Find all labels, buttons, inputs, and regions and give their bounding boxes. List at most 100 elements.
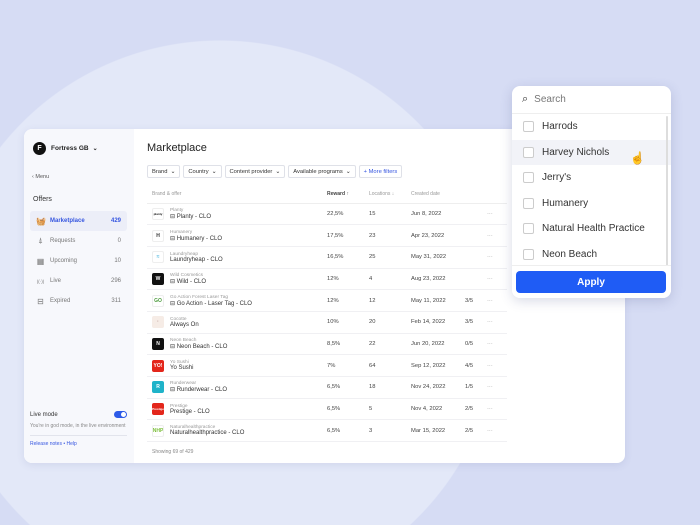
search-input[interactable]: ⌕ Search [512, 86, 671, 114]
live-mode-description: You're in god mode, in the live environm… [30, 423, 126, 429]
checkbox[interactable] [523, 146, 534, 158]
reward: 17,5% [327, 224, 369, 247]
reward: 8,5% [327, 333, 369, 356]
ratio: 1/5 [459, 376, 487, 399]
table-row[interactable]: · Cocotte Always On 10% 20 Feb 14, 2022 3/… [147, 311, 507, 334]
offer-name: Yo Sushi [170, 365, 194, 372]
checkbox[interactable] [523, 121, 534, 133]
search-placeholder: Search [534, 94, 566, 105]
sidebar-item-count: 0 [117, 238, 121, 244]
row-menu-button[interactable]: ··· [487, 354, 507, 377]
apply-button[interactable]: Apply [516, 271, 666, 293]
sidebar-item-marketplace[interactable]: 🧺 Marketplace 429 [30, 211, 127, 231]
back-to-menu[interactable]: ‹ Menu [32, 174, 49, 180]
col-locations[interactable]: Locations ↓ [369, 186, 411, 204]
checkbox[interactable] [523, 223, 534, 235]
live-mode-toggle[interactable] [114, 411, 127, 418]
col-created[interactable]: Created date [411, 186, 459, 204]
ratio [459, 224, 487, 247]
live-mode-panel: Live mode You're in god mode, in the liv… [30, 411, 127, 447]
sidebar-item-expired[interactable]: ⊟ Expired 311 [30, 291, 127, 311]
chevron-down-icon: ⌄ [170, 168, 176, 175]
more-filters-button[interactable]: + More filters [358, 165, 403, 178]
col-reward[interactable]: Reward ↑ [327, 186, 369, 204]
filter-brand[interactable]: Brand ⌄ [147, 165, 181, 178]
brand-name: Planty [170, 207, 184, 213]
brand-logo: R [152, 381, 164, 394]
table-row[interactable]: H Humanery ⊟ Humanery - CLO 17,5% 23 Apr 2… [147, 224, 507, 247]
ratio [459, 246, 487, 269]
ratio: 2/5 [459, 419, 487, 443]
brand-option[interactable]: Natural Health Practice [512, 216, 671, 242]
table-row[interactable]: W Wild Cosmetics ⊟ Wild - CLO 12% 4 Aug 23… [147, 268, 507, 291]
brand-logo: · [152, 316, 164, 329]
org-switcher[interactable]: F Fortress GB ⌄ [33, 142, 98, 155]
sidebar-item-live[interactable]: ((·)) Live 296 [30, 271, 127, 291]
brand-name: Prestige [170, 403, 188, 409]
table-row[interactable]: ≈ Laundryheap Laundryheap - CLO 16,5% 25 M… [147, 246, 507, 269]
sidebar-item-label: Requests [50, 238, 76, 244]
live-mode-label: Live mode [30, 411, 58, 418]
chevron-down-icon: ⌄ [275, 168, 281, 175]
row-menu-button[interactable]: ··· [487, 398, 507, 421]
scrollbar[interactable] [666, 116, 668, 266]
row-menu-button[interactable]: ··· [487, 419, 507, 443]
created-date: Nov 4, 2022 [411, 398, 459, 421]
brand-option[interactable]: Neon Beach [512, 242, 671, 268]
locations: 15 [369, 203, 411, 226]
brand-option[interactable]: Humanery [512, 191, 671, 217]
table-row[interactable]: Prestige Prestige Prestige - CLO 6,5% 5 No… [147, 398, 507, 421]
reward: 6,5% [327, 419, 369, 443]
row-menu-button[interactable]: ··· [487, 289, 507, 312]
sidebar-item-upcoming[interactable]: ▦ Upcoming 10 [30, 251, 127, 271]
help-link[interactable]: Help [66, 440, 77, 447]
filter-content-provider[interactable]: Content provider ⌄ [224, 165, 286, 178]
offer-name: Laundryheap - CLO [170, 256, 223, 263]
table-row[interactable]: R Runderwear ⊟ Runderwear - CLO 6,5% 18 No… [147, 376, 507, 399]
brand-option[interactable]: Harvey Nichols [512, 139, 671, 165]
reward: 7% [327, 354, 369, 377]
ratio [459, 203, 487, 226]
brand-name: Naturalhealthpractice [170, 425, 216, 431]
created-date: Mar 15, 2022 [411, 419, 459, 443]
sidebar-item-label: Expired [50, 298, 71, 304]
row-menu-button[interactable]: ··· [487, 376, 507, 399]
filter-country[interactable]: Country ⌄ [183, 165, 222, 178]
created-date: Aug 23, 2022 [411, 268, 459, 291]
table-row[interactable]: planty Planty ⊟ Planty - CLO 22,5% 15 Jun … [147, 203, 507, 226]
row-menu-button[interactable]: ··· [487, 333, 507, 356]
table-row[interactable]: YO! Yo Sushi Yo Sushi 7% 64 Sep 12, 2022 4… [147, 354, 507, 377]
divider [30, 434, 127, 436]
checkbox[interactable] [523, 172, 534, 184]
checkbox[interactable] [523, 197, 534, 209]
sidebar-item-label: Live [50, 278, 62, 284]
sidebar: F Fortress GB ⌄ ‹ Menu Offers 🧺 Marketpla… [24, 129, 134, 463]
row-menu-button[interactable]: ··· [487, 268, 507, 291]
release-notes-link[interactable]: Release notes [30, 440, 62, 447]
chevron-down-icon: ⌄ [92, 146, 98, 152]
brand-option[interactable]: Harrods [512, 114, 671, 140]
menu-label: Menu [35, 174, 50, 180]
row-menu-button[interactable]: ··· [487, 311, 507, 334]
offer-name: Neon Beach - CLO [176, 343, 228, 350]
offer-name: Prestige - CLO [170, 408, 210, 415]
sidebar-item-requests[interactable]: ⍋ Requests 0 [30, 231, 127, 251]
table-row[interactable]: GO Go Action Forest Laser Tag ⊟ Go Action … [147, 289, 507, 312]
checkbox[interactable] [523, 248, 534, 260]
brand-name: Go Action Forest Laser Tag [170, 294, 229, 300]
lock-icon: ⊟ [170, 278, 177, 285]
row-menu-button[interactable]: ··· [487, 246, 507, 269]
created-date: Jun 20, 2022 [411, 333, 459, 356]
filter-available-programs[interactable]: Available programs ⌄ [288, 165, 356, 178]
row-menu-button[interactable]: ··· [487, 224, 507, 247]
col-ratio [459, 186, 487, 204]
section-title: Offers [33, 196, 52, 203]
table-row[interactable]: N Neon Beach ⊟ Neon Beach - CLO 8,5% 22 Ju… [147, 333, 507, 356]
brand-option[interactable]: Jerry's [512, 165, 671, 191]
table-row[interactable]: NHP Naturalhealthpractice Naturalhealthpra… [147, 419, 507, 443]
brand-name: Humanery [170, 229, 193, 235]
offer-name: Runderwear - CLO [176, 387, 228, 394]
row-menu-button[interactable]: ··· [487, 203, 507, 226]
lock-icon: ⊟ [170, 387, 177, 394]
brand-logo: planty [152, 207, 164, 220]
